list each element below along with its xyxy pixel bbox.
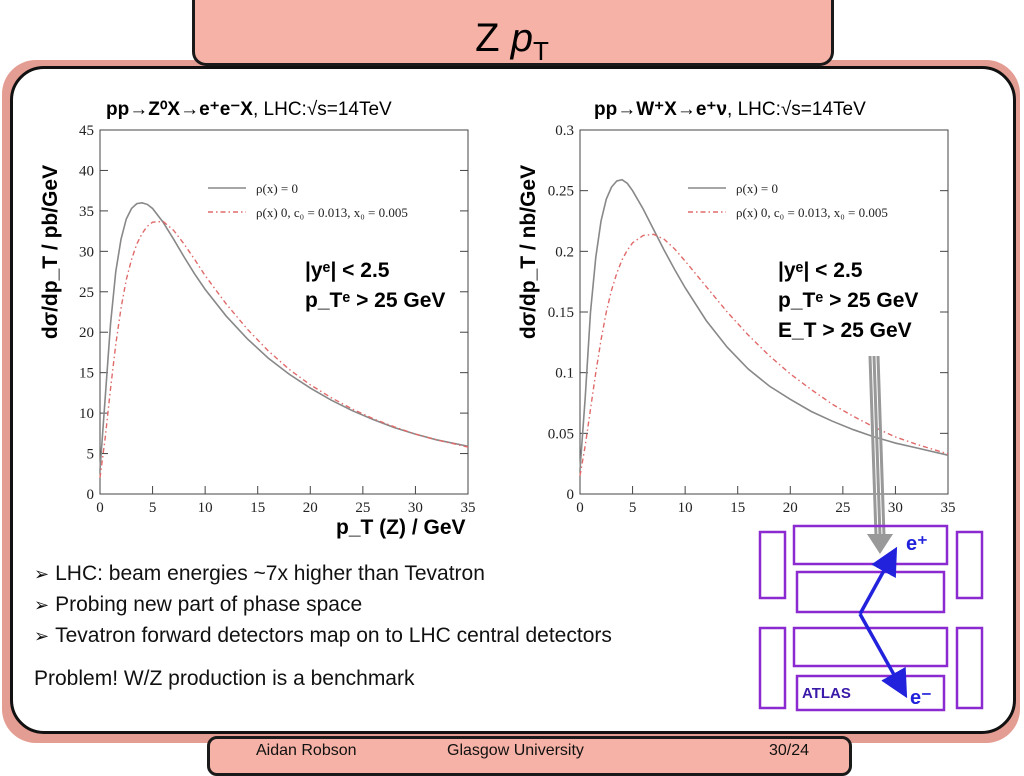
plot-right-cut-1: |yᵉ| < 2.5 bbox=[778, 259, 863, 282]
chart-right-xtick-label: 20 bbox=[783, 500, 798, 516]
chart-right-legend-label-2: ρ(x) 0, c₀ = 0.013, x₀ = 0.005 bbox=[736, 205, 888, 220]
chart-left-xtick-label: 20 bbox=[303, 500, 318, 516]
detector-outline bbox=[758, 524, 984, 712]
atlas-label: ATLAS bbox=[802, 685, 851, 702]
plot-right-cuts: |yᵉ| < 2.5 p_Tᵉ > 25 GeV E_T > 25 GeV bbox=[778, 256, 918, 346]
chart-left-series-1-line bbox=[99, 201, 469, 470]
plot-left-title-rest: , LHC:√s=14TeV bbox=[252, 99, 392, 120]
chart-left: 0 5 10 15 20 25 30 35 40 45 0 5 10 15 20 25 30 35 ρ(x) = 0… bbox=[79, 123, 476, 516]
bullet-arrow-icon: ➢ bbox=[34, 595, 50, 615]
slide-title-prefix: Z bbox=[475, 16, 511, 60]
chart-right-ytick-label: 0.15 bbox=[548, 305, 574, 321]
chart-left-ytick-label: 40 bbox=[79, 163, 94, 179]
chart-right-xtick-label: 0 bbox=[576, 500, 584, 516]
chart-left-ytick-label: 0 bbox=[87, 487, 95, 503]
plot-right-ylabel-text: dσ/dp_T / nb/GeV bbox=[517, 164, 540, 340]
plot-right-title-rest: , LHC:√s=14TeV bbox=[727, 99, 866, 120]
bullet-1: ➢ LHC: beam energies ~7x higher than Teva… bbox=[34, 562, 485, 586]
bullet-1-text: LHC: beam energies ~7x higher than Tevat… bbox=[55, 562, 485, 585]
plot-right-cut-2: p_Tᵉ > 25 GeV bbox=[778, 289, 919, 312]
chart-left-xtick-label: 15 bbox=[250, 500, 265, 516]
chart-left-xtick-label: 5 bbox=[149, 500, 157, 516]
chart-left-ytick-label: 10 bbox=[79, 406, 94, 422]
bullet-arrow-icon: ➢ bbox=[34, 626, 50, 646]
chart-right-ytick-label: 0.25 bbox=[548, 184, 574, 200]
chart-right-xtick-label: 15 bbox=[730, 500, 745, 516]
chart-right-ytick-label: 0 bbox=[567, 487, 575, 503]
chart-right-series-2-line bbox=[579, 233, 949, 476]
plot-right-ylabel: dσ/dp_T / nb/GeV bbox=[517, 137, 541, 367]
footer-page: 30/24 bbox=[769, 742, 810, 759]
chart-right-ytick-label: 0.05 bbox=[548, 426, 574, 442]
plot-right-title: pp→W⁺X→e⁺ν, LHC:√s=14TeV bbox=[594, 98, 866, 121]
plot-left-title: pp→Z⁰X→e⁺e⁻X, LHC:√s=14TeV bbox=[106, 98, 392, 121]
footer-author: Aidan Robson bbox=[256, 742, 357, 759]
plot-left-cuts: |yᵉ| < 2.5 p_Tᵉ > 25 GeV bbox=[305, 256, 445, 316]
slide-title: Z pT bbox=[0, 16, 1024, 67]
chart-right-series-1-line bbox=[579, 178, 949, 470]
plot-left-ylabel: dσ/dp_T / pb/GeV bbox=[39, 137, 63, 367]
chart-right-xtick-label: 35 bbox=[941, 500, 956, 516]
chart-left-xtick-label: 25 bbox=[355, 500, 370, 516]
bullet-2: ➢ Probing new part of phase space bbox=[34, 593, 362, 617]
shared-xlabel: p_T (Z) / GeV bbox=[336, 516, 466, 539]
atlas-diagram: e⁺ e⁻ ATLAS bbox=[758, 355, 984, 712]
chart-left-ytick-label: 35 bbox=[79, 204, 94, 220]
title-box bbox=[192, 0, 834, 66]
eplus-label: e⁺ bbox=[906, 533, 928, 555]
plot-left-cut-2: p_Tᵉ > 25 GeV bbox=[305, 289, 446, 312]
plot-left-title-bold: pp→Z⁰X→e⁺e⁻X bbox=[106, 99, 253, 120]
chart-left-xtick-label: 10 bbox=[198, 500, 213, 516]
chart-left-ytick-label: 30 bbox=[79, 244, 94, 260]
plot-right-cut-3: E_T > 25 GeV bbox=[778, 319, 912, 342]
slide-title-sub: T bbox=[532, 36, 549, 66]
bullet-2-text: Probing new part of phase space bbox=[55, 593, 363, 616]
chart-left-ytick-label: 5 bbox=[87, 447, 95, 463]
plot-left-ylabel-text: dσ/dp_T / pb/GeV bbox=[39, 164, 62, 340]
chart-left-legend-label-1: ρ(x) = 0 bbox=[256, 181, 298, 196]
chart-right-legend-label-1: ρ(x) = 0 bbox=[736, 181, 778, 196]
chart-right: 0 0.05 0.1 0.15 0.2 0.25 0.3 0 5 10 15 20 25 30 35 ρ(x)… bbox=[548, 123, 956, 516]
chart-right-xtick-label: 5 bbox=[629, 500, 637, 516]
chart-left-xtick-label: 0 bbox=[96, 500, 104, 516]
footer-institution: Glasgow University bbox=[447, 742, 584, 759]
chart-right-ytick-label: 0.1 bbox=[555, 366, 574, 382]
chart-left-frame bbox=[99, 129, 469, 495]
chart-right-ytick-label: 0.3 bbox=[555, 123, 574, 139]
chart-left-ytick-label: 25 bbox=[79, 285, 94, 301]
chart-right-ytick-label: 0.2 bbox=[555, 244, 574, 260]
chart-left-xtick-label: 35 bbox=[461, 500, 476, 516]
bullet-arrow-icon: ➢ bbox=[34, 564, 50, 584]
chart-left-ytick-label: 15 bbox=[79, 366, 94, 382]
grey-pointer-arrow bbox=[867, 355, 893, 554]
bullet-3: ➢ Tevatron forward detectors map on to LH… bbox=[34, 624, 612, 648]
eminus-label: e⁻ bbox=[910, 687, 932, 709]
bullet-3-text: Tevatron forward detectors map on to LHC… bbox=[55, 624, 612, 647]
chart-left-ytick-label: 45 bbox=[79, 123, 94, 139]
chart-right-xtick-label: 10 bbox=[678, 500, 693, 516]
chart-left-series-2-line bbox=[99, 220, 469, 478]
chart-left-legend-label-2: ρ(x) 0, c₀ = 0.013, x₀ = 0.005 bbox=[256, 205, 408, 220]
chart-right-xtick-label: 25 bbox=[835, 500, 850, 516]
plot-left-cut-1: |yᵉ| < 2.5 bbox=[305, 259, 390, 282]
chart-left-ytick-label: 20 bbox=[79, 325, 94, 341]
slide-title-var: p bbox=[510, 16, 533, 60]
chart-left-xtick-label: 30 bbox=[408, 500, 423, 516]
conclusion-text: Problem! W/Z production is a benchmark bbox=[34, 667, 415, 690]
electron-tracks bbox=[858, 546, 908, 699]
plot-right-title-bold: pp→W⁺X→e⁺ν bbox=[594, 99, 728, 120]
chart-right-xtick-label: 30 bbox=[888, 500, 903, 516]
main-panel bbox=[10, 66, 1016, 734]
